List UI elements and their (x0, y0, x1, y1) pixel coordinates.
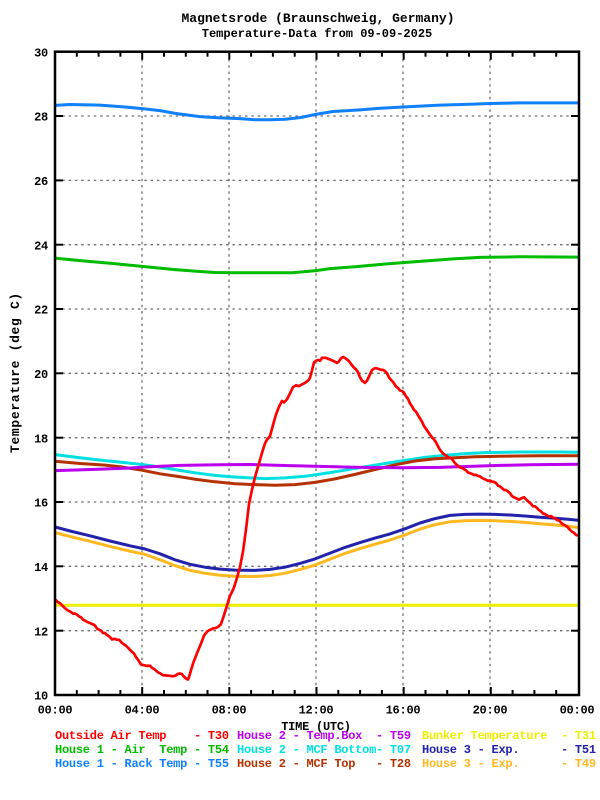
svg-text:Temperature (deg C): Temperature (deg C) (8, 293, 23, 453)
svg-text:House 3 - Exp. - T51: House 3 - Exp. - T51 (422, 743, 596, 757)
svg-text:House 1 - Rack Temp - T55: House 1 - Rack Temp - T55 (55, 757, 229, 771)
svg-text:00:00: 00:00 (560, 704, 595, 718)
svg-text:Outside Air Temp - T30: Outside Air Temp - T30 (55, 729, 229, 743)
svg-text:House 3 - Exp. - T49: House 3 - Exp. - T49 (422, 757, 596, 771)
svg-text:House 2 - Temp.Box - T59: House 2 - Temp.Box - T59 (237, 729, 411, 743)
svg-text:14: 14 (34, 561, 48, 575)
svg-text:House 1 - Air Temp - T54: House 1 - Air Temp - T54 (55, 743, 229, 757)
svg-text:20:00: 20:00 (473, 704, 508, 718)
svg-text:00:00: 00:00 (38, 704, 73, 718)
svg-text:12: 12 (34, 625, 48, 639)
svg-text:House 2 - MCF Top - T28: House 2 - MCF Top - T28 (237, 757, 411, 771)
svg-text:20: 20 (34, 368, 48, 382)
svg-text:Bunker Temperature - T31: Bunker Temperature - T31 (422, 729, 596, 743)
svg-text:Magnetsrode (Braunschweig, Ger: Magnetsrode (Braunschweig, Germany) (181, 11, 454, 26)
svg-text:Temperature-Data from 09-09-20: Temperature-Data from 09-09-2025 (202, 27, 432, 41)
svg-text:16:00: 16:00 (386, 704, 421, 718)
svg-text:10: 10 (34, 690, 48, 704)
svg-text:TIME (UTC): TIME (UTC) (281, 720, 351, 734)
svg-text:26: 26 (34, 175, 48, 189)
svg-text:12:00: 12:00 (299, 704, 334, 718)
svg-text:22: 22 (34, 304, 48, 318)
svg-text:16: 16 (34, 497, 48, 511)
svg-text:24: 24 (34, 239, 48, 253)
svg-text:House 2 - MCF Bottom- T07: House 2 - MCF Bottom- T07 (237, 743, 411, 757)
svg-text:18: 18 (34, 432, 48, 446)
svg-text:04:00: 04:00 (125, 704, 160, 718)
svg-text:08:00: 08:00 (212, 704, 247, 718)
svg-text:30: 30 (34, 46, 48, 60)
svg-text:28: 28 (34, 111, 48, 125)
